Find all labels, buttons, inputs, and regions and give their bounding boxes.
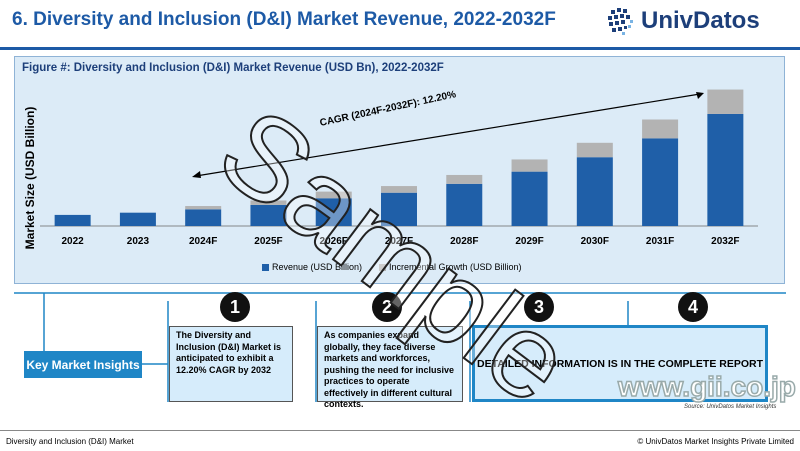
legend-swatch-incremental xyxy=(379,264,386,271)
insight-card-2: As companies expand globally, they face … xyxy=(317,326,463,409)
key-market-insights-label: Key Market Insights xyxy=(24,351,142,378)
bar-incremental-2030F xyxy=(576,142,613,158)
x-tick-label: 2026F xyxy=(320,236,348,247)
x-tick-label: 2022 xyxy=(62,236,85,247)
footer-right: © UnivDatos Market Insights Private Limi… xyxy=(637,437,794,446)
x-tick-label: 2028F xyxy=(450,236,478,247)
x-tick-label: 2032F xyxy=(711,236,739,247)
bar-incremental-2031F xyxy=(642,119,679,139)
bar-incremental-2024F xyxy=(185,206,222,210)
figure-title: Figure #: Diversity and Inclusion (D&I) … xyxy=(22,62,444,74)
bar-revenue-2032F xyxy=(707,113,744,226)
x-tick-label: 2030F xyxy=(581,236,609,247)
univdatos-logo: UnivDatos xyxy=(605,6,790,38)
bar-revenue-2025F xyxy=(250,204,287,226)
bar-revenue-2026F xyxy=(315,198,352,226)
x-tick-label: 2024F xyxy=(189,236,217,247)
header-divider xyxy=(0,47,800,50)
bar-revenue-2027F xyxy=(381,192,417,226)
legend-incremental: Incremental Growth (USD Billion) xyxy=(389,262,522,272)
source-note: Source: UnivDatos Market Insights xyxy=(684,404,777,410)
gii-watermark: www.gii.co.jp xyxy=(617,370,796,403)
legend-revenue: Revenue (USD Billion) xyxy=(272,262,363,272)
bar-revenue-2023 xyxy=(119,212,156,226)
bar-incremental-2029F xyxy=(511,159,548,172)
bar-revenue-2029F xyxy=(511,171,548,226)
bar-revenue-2028F xyxy=(446,183,483,226)
cagr-arrow xyxy=(192,92,704,178)
bar-incremental-2032F xyxy=(707,89,744,114)
insight-number-2: 2 xyxy=(372,292,402,322)
insight-card-1: The Diversity and Inclusion (D&I) Market… xyxy=(169,326,293,402)
bar-incremental-2025F xyxy=(250,200,287,205)
detailed-information-box: DETAILED INFORMATION IS IN THE COMPLETE … xyxy=(472,325,768,402)
bar-incremental-2028F xyxy=(446,174,483,184)
x-tick-label: 2031F xyxy=(646,236,674,247)
x-tick-label: 2023 xyxy=(127,236,150,247)
bar-revenue-2031F xyxy=(642,138,679,226)
bar-revenue-2030F xyxy=(576,157,613,226)
footer-left: Diversity and Inclusion (D&I) Market xyxy=(6,437,134,446)
x-tick-label: 2027F xyxy=(385,236,413,247)
x-tick-label: 2025F xyxy=(254,236,282,247)
page-title: 6. Diversity and Inclusion (D&I) Market … xyxy=(12,9,556,30)
insight-number-4: 4 xyxy=(678,292,708,322)
footer: Diversity and Inclusion (D&I) Market © U… xyxy=(0,430,800,451)
bar-revenue-2022 xyxy=(54,214,91,226)
logo-text: UnivDatos xyxy=(641,7,760,34)
x-tick-label: 2029F xyxy=(515,236,543,247)
bar-incremental-2026F xyxy=(315,191,352,199)
insight-number-1: 1 xyxy=(220,292,250,322)
logo-mark-icon xyxy=(608,8,633,35)
insight-number-3: 3 xyxy=(524,292,554,322)
legend-swatch-revenue xyxy=(262,264,269,271)
bar-revenue-2024F xyxy=(185,209,222,226)
bar-incremental-2027F xyxy=(381,186,417,193)
